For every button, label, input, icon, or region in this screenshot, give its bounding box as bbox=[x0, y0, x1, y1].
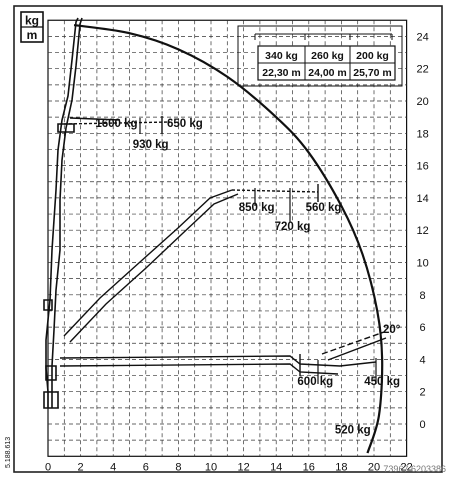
y-tick-label: 20 bbox=[416, 96, 428, 108]
load-markers bbox=[139, 118, 377, 384]
x-tick-label: 0 bbox=[45, 461, 51, 473]
load-label: 650 kg bbox=[167, 118, 203, 130]
table-reach-3: 25,70 m bbox=[353, 67, 392, 79]
x-tick-label: 14 bbox=[270, 461, 282, 473]
table-reach-1: 22,30 m bbox=[262, 67, 301, 79]
x-tick-label: 20 bbox=[368, 461, 380, 473]
table-load-1: 340 kg bbox=[265, 50, 298, 62]
x-tick-label: 22 bbox=[400, 461, 412, 473]
y-tick-label: 10 bbox=[416, 258, 428, 270]
x-tick-label: 16 bbox=[303, 461, 315, 473]
table-load-2: 260 kg bbox=[311, 50, 344, 62]
side-code: 5.188.613 bbox=[5, 437, 12, 468]
y-tick-label: 2 bbox=[420, 387, 426, 399]
load-label: 450 kg bbox=[364, 376, 400, 388]
crane-column bbox=[43, 17, 83, 409]
x-tick-label: 6 bbox=[143, 461, 149, 473]
unit-m-label: m bbox=[27, 28, 38, 42]
x-axis: 0 2 4 6 8 10 12 14 16 18 20 22 bbox=[45, 461, 413, 473]
grid bbox=[47, 19, 408, 457]
watermark: 73967 6203386 bbox=[383, 464, 446, 474]
diagram-frame bbox=[13, 5, 443, 473]
y-tick-label: 18 bbox=[416, 128, 428, 140]
load-label: 850 kg bbox=[239, 202, 275, 214]
load-labels: 1600 kg 650 kg 930 kg 850 kg 560 kg 720 kg 600… bbox=[95, 118, 400, 437]
load-label: 930 kg bbox=[133, 139, 169, 151]
load-table: 340 kg 260 kg 200 kg 22,30 m 24,00 m 25,… bbox=[237, 25, 403, 87]
boom-raised-20deg bbox=[321, 331, 387, 361]
y-tick-label: 24 bbox=[416, 31, 428, 43]
working-envelope-curve bbox=[73, 24, 384, 454]
y-tick-label: 22 bbox=[416, 64, 428, 76]
y-tick-label: 8 bbox=[420, 290, 426, 302]
x-tick-label: 18 bbox=[335, 461, 347, 473]
x-tick-label: 8 bbox=[175, 461, 181, 473]
load-label: 720 kg bbox=[275, 221, 311, 233]
y-tick-label: 12 bbox=[416, 225, 428, 237]
x-tick-label: 12 bbox=[237, 461, 249, 473]
load-label: 1600 kg bbox=[95, 118, 137, 130]
x-tick-label: 4 bbox=[110, 461, 116, 473]
boom-angle-label: 20° bbox=[383, 324, 401, 336]
boom-vertical bbox=[63, 116, 171, 134]
x-tick-label: 2 bbox=[78, 461, 84, 473]
table-load-3: 200 kg bbox=[356, 50, 389, 62]
y-tick-label: 14 bbox=[416, 193, 428, 205]
unit-kg-label: kg bbox=[25, 14, 39, 28]
y-tick-label: 4 bbox=[420, 354, 426, 366]
load-label: 600 kg bbox=[297, 376, 333, 388]
load-label: 560 kg bbox=[306, 202, 342, 214]
y-tick-label: 0 bbox=[420, 419, 426, 431]
boom-horizontal bbox=[59, 354, 377, 376]
unit-box: kg m bbox=[20, 11, 44, 43]
y-tick-label: 6 bbox=[420, 322, 426, 334]
load-label: 520 kg bbox=[335, 425, 371, 437]
table-reach-2: 24,00 m bbox=[308, 67, 347, 79]
boom-inclined bbox=[63, 184, 319, 343]
y-tick-label: 16 bbox=[416, 161, 428, 173]
x-tick-label: 10 bbox=[205, 461, 217, 473]
